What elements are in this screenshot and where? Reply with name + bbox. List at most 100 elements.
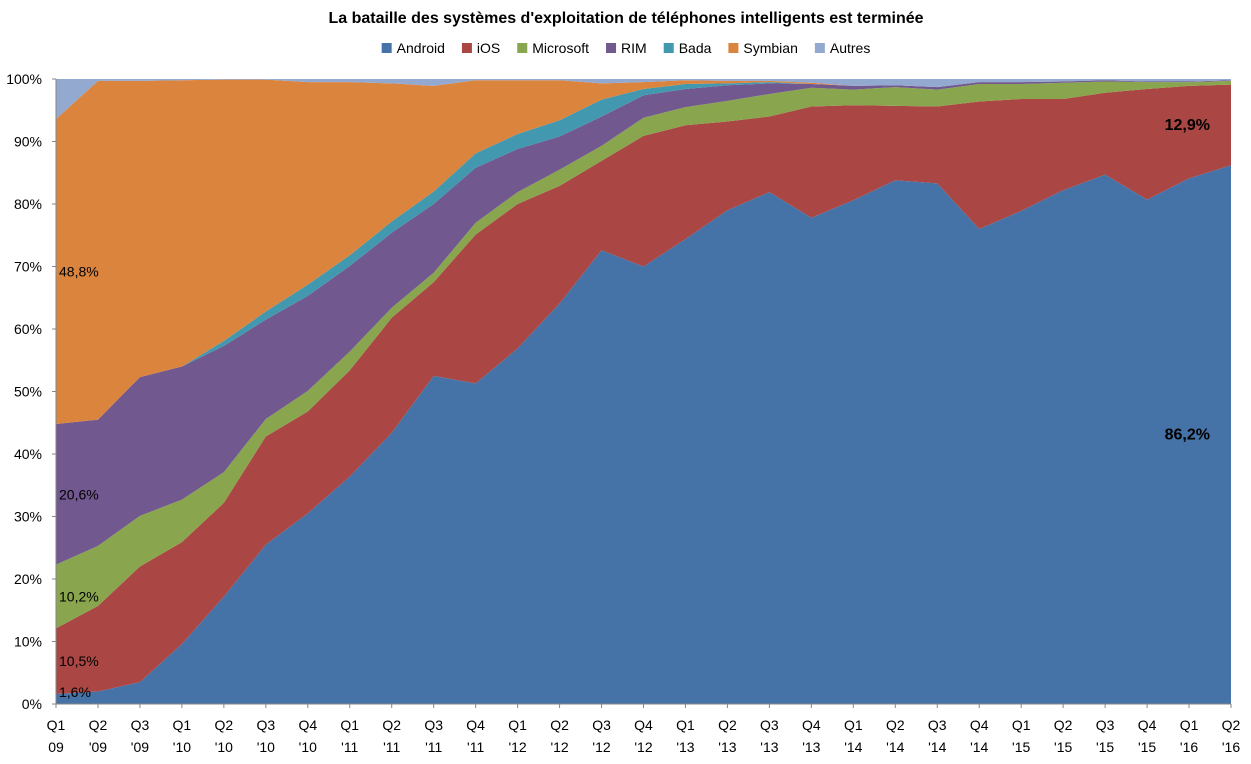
x-tick-label-quarter: Q3 bbox=[424, 717, 443, 733]
y-tick-label: 30% bbox=[14, 509, 42, 525]
x-tick-label-year: 09 bbox=[48, 739, 64, 755]
x-tick-label-quarter: Q2 bbox=[215, 717, 234, 733]
legend-swatch bbox=[381, 43, 392, 53]
legend-item-autres: Autres bbox=[814, 40, 870, 56]
x-tick-label-quarter: Q4 bbox=[802, 717, 821, 733]
legend-item-android: Android bbox=[381, 40, 445, 56]
x-tick-label-year: '16 bbox=[1222, 739, 1240, 755]
x-tick-label-year: '11 bbox=[467, 739, 484, 755]
x-tick-label-year: '10 bbox=[173, 739, 191, 755]
area-ios bbox=[56, 84, 1231, 695]
legend-item-rim: RIM bbox=[606, 40, 647, 56]
x-tick-label-quarter: Q1 bbox=[1012, 717, 1031, 733]
legend-item-ios: iOS bbox=[461, 40, 500, 56]
x-tick-label-quarter: Q1 bbox=[508, 717, 527, 733]
y-tick-label: 40% bbox=[14, 446, 42, 462]
y-tick-label: 10% bbox=[14, 634, 42, 650]
x-tick-label-quarter: Q3 bbox=[256, 717, 275, 733]
x-tick-label-quarter: Q2 bbox=[382, 717, 401, 733]
legend-label: Android bbox=[397, 40, 445, 56]
x-tick-label-quarter: Q4 bbox=[466, 717, 485, 733]
y-tick-label: 60% bbox=[14, 321, 42, 337]
legend-label: iOS bbox=[477, 40, 500, 56]
area-rim bbox=[56, 80, 1231, 565]
x-tick-label-quarter: Q1 bbox=[173, 717, 192, 733]
x-tick-label-year: '11 bbox=[425, 739, 442, 755]
x-tick-label-year: '11 bbox=[383, 739, 400, 755]
legend-label: Bada bbox=[679, 40, 712, 56]
x-tick-label-year: '12 bbox=[508, 739, 526, 755]
x-tick-label-year: '11 bbox=[341, 739, 358, 755]
x-tick-label-year: '10 bbox=[215, 739, 233, 755]
y-tick-label: 70% bbox=[14, 259, 42, 275]
y-tick-label: 20% bbox=[14, 571, 42, 587]
y-tick-label: 80% bbox=[14, 196, 42, 212]
x-tick-label-year: '16 bbox=[1180, 739, 1198, 755]
legend-swatch bbox=[461, 43, 472, 53]
x-tick-label-quarter: Q3 bbox=[1096, 717, 1115, 733]
data-label-group: 48,8% 20,6% 10,2% 10,5% 1,6% 12,9% 86,2% bbox=[59, 117, 1210, 700]
x-tick-label-quarter: Q2 bbox=[550, 717, 569, 733]
y-tick-label: 90% bbox=[14, 134, 42, 150]
x-tick-label-quarter: Q2 bbox=[1222, 717, 1241, 733]
x-tick-label-quarter: Q3 bbox=[760, 717, 779, 733]
x-tick-label-year: '15 bbox=[1054, 739, 1072, 755]
x-tick-label-quarter: Q4 bbox=[970, 717, 989, 733]
legend-swatch bbox=[517, 43, 528, 53]
x-tick-label-year: '15 bbox=[1096, 739, 1114, 755]
legend-item-bada: Bada bbox=[663, 40, 712, 56]
x-tick-label-quarter: Q1 bbox=[340, 717, 359, 733]
x-tick-label-year: '13 bbox=[676, 739, 694, 755]
x-axis: Q1 09 Q2 '09 Q3 '09 Q1 '10 Q2 '10 Q3 '10 Q4 '10 Q1 '11 Q… bbox=[47, 703, 1241, 755]
x-tick-label-quarter: Q1 bbox=[844, 717, 863, 733]
x-tick-label-year: '12 bbox=[634, 739, 652, 755]
x-tick-label-year: '09 bbox=[89, 739, 107, 755]
x-tick-label-year: '13 bbox=[718, 739, 736, 755]
legend-label: RIM bbox=[621, 40, 647, 56]
data-label-rim: 20,6% bbox=[59, 486, 99, 502]
x-tick-label-quarter: Q3 bbox=[592, 717, 611, 733]
legend-item-symbian: Symbian bbox=[728, 40, 798, 56]
x-tick-label-quarter: Q4 bbox=[298, 717, 317, 733]
data-label-microsoft: 10,2% bbox=[59, 589, 99, 605]
x-tick-label-year: '15 bbox=[1138, 739, 1156, 755]
x-tick-label-year: '15 bbox=[1012, 739, 1030, 755]
legend-item-microsoft: Microsoft bbox=[517, 40, 589, 56]
chart-title: La bataille des systèmes d'exploitation … bbox=[328, 10, 923, 27]
x-tick-label-quarter: Q1 bbox=[1180, 717, 1199, 733]
x-tick-label-year: '13 bbox=[760, 739, 778, 755]
y-tick-label: 0% bbox=[22, 696, 42, 712]
x-tick-label-year: '12 bbox=[550, 739, 568, 755]
legend-label: Symbian bbox=[743, 40, 797, 56]
data-label-symbian: 48,8% bbox=[59, 264, 99, 280]
legend-swatch bbox=[663, 43, 674, 53]
legend-swatch bbox=[606, 43, 617, 53]
data-label-android: 86,2% bbox=[1165, 427, 1210, 444]
legend-swatch bbox=[728, 43, 739, 53]
legend-swatch bbox=[814, 43, 825, 53]
x-tick-label-quarter: Q2 bbox=[886, 717, 905, 733]
x-tick-label-quarter: Q4 bbox=[1138, 717, 1157, 733]
x-tick-label-year: '14 bbox=[970, 739, 988, 755]
legend-label: Microsoft bbox=[532, 40, 589, 56]
x-tick-label-year: '12 bbox=[592, 739, 610, 755]
x-tick-label-year: '13 bbox=[802, 739, 820, 755]
y-axis: 0% 10% 20% 30% 40% 50% 60% 70% 80% 90% 100% bbox=[6, 71, 57, 712]
x-tick-label-year: '14 bbox=[886, 739, 904, 755]
data-label-ios: 10,5% bbox=[59, 653, 99, 669]
y-tick-label: 50% bbox=[14, 384, 42, 400]
area-android bbox=[56, 165, 1231, 705]
x-tick-label-year: '10 bbox=[257, 739, 275, 755]
area-symbian bbox=[56, 79, 1231, 424]
x-tick-label-quarter: Q1 bbox=[676, 717, 695, 733]
x-tick-label-quarter: Q3 bbox=[928, 717, 947, 733]
x-tick-label-year: '09 bbox=[131, 739, 149, 755]
x-tick-label-year: '14 bbox=[844, 739, 862, 755]
x-tick-label-year: '10 bbox=[299, 739, 317, 755]
y-tick-label: 100% bbox=[6, 71, 42, 87]
data-label-android: 1,6% bbox=[59, 684, 91, 700]
legend-label: Autres bbox=[830, 40, 870, 56]
x-tick-label-quarter: Q2 bbox=[718, 717, 737, 733]
